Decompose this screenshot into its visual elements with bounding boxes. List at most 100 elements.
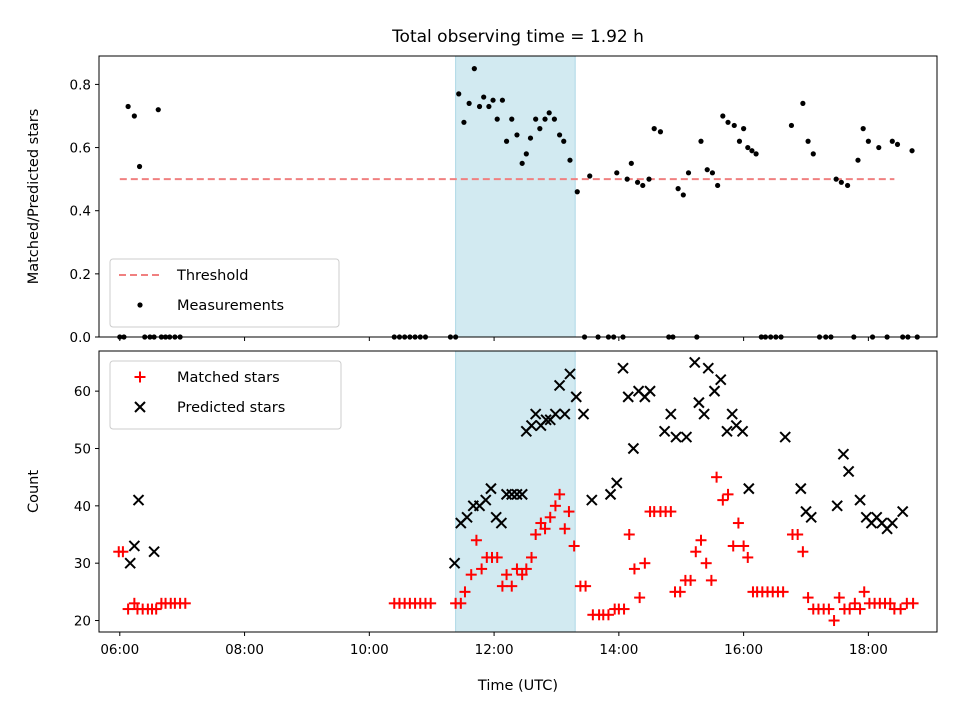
- bottom-panel-counts: 20 30 40 50 60 06:00 08:00 10:00 12:00 14:00 16:0…: [26, 350, 938, 658]
- data-point: [567, 157, 573, 163]
- data-marker: [495, 517, 508, 529]
- data-marker: [496, 580, 508, 592]
- data-marker: [715, 373, 727, 386]
- data-marker: [627, 442, 640, 455]
- data-marker: [179, 597, 191, 609]
- data-marker: [501, 569, 513, 581]
- data-point: [741, 126, 747, 132]
- data-point: [519, 160, 525, 166]
- data-marker: [549, 500, 561, 512]
- x-tick-label: 10:00: [350, 642, 389, 658]
- y-tick-label: 0.0: [70, 330, 91, 346]
- data-marker: [564, 368, 576, 380]
- legend-label: Threshold: [176, 268, 248, 284]
- data-marker: [727, 540, 739, 552]
- data-marker: [128, 597, 140, 609]
- data-marker: [702, 362, 714, 374]
- data-marker: [896, 505, 909, 518]
- data-marker: [833, 592, 845, 604]
- top-panel-y-axis-label: Matched/Predicted stars: [26, 109, 42, 285]
- data-marker: [580, 580, 592, 592]
- x-tick-label: 14:00: [599, 642, 638, 658]
- data-marker: [792, 529, 804, 541]
- legend-label: Predicted stars: [177, 400, 285, 416]
- data-point: [749, 148, 755, 154]
- data-marker: [602, 609, 614, 621]
- data-point: [720, 113, 726, 119]
- data-marker: [465, 569, 477, 581]
- data-point: [788, 122, 795, 129]
- data-marker: [665, 408, 677, 420]
- data-point: [800, 100, 806, 106]
- data-point: [537, 126, 543, 132]
- series-measurements: [117, 66, 920, 340]
- data-marker: [611, 477, 623, 489]
- data-marker: [680, 431, 693, 443]
- y-tick-label: 0.4: [70, 204, 91, 220]
- data-marker: [480, 494, 492, 506]
- data-marker: [795, 482, 807, 495]
- series-matched-stars: [113, 471, 919, 627]
- data-marker: [802, 592, 814, 604]
- bottom-panel-y-axis-label: Count: [26, 470, 42, 513]
- data-marker: [690, 546, 702, 558]
- data-point: [889, 138, 895, 144]
- data-marker: [854, 494, 866, 506]
- data-point: [509, 116, 515, 122]
- data-marker: [665, 506, 677, 518]
- data-marker: [132, 494, 145, 506]
- data-point: [614, 170, 620, 176]
- data-marker: [544, 511, 556, 523]
- data-marker: [540, 414, 552, 426]
- data-point: [136, 163, 143, 170]
- data-marker: [529, 408, 542, 420]
- data-point: [657, 129, 664, 135]
- data-marker: [708, 385, 721, 397]
- bottom-panel-frame: [98, 350, 938, 633]
- data-marker: [689, 356, 701, 369]
- data-marker: [743, 482, 755, 495]
- data-point: [131, 113, 137, 119]
- y-tick-label: 60: [74, 384, 91, 400]
- data-marker: [837, 448, 850, 460]
- legend-marker: [134, 401, 146, 413]
- data-point: [725, 119, 731, 125]
- data-marker: [726, 408, 738, 420]
- data-marker: [623, 529, 635, 541]
- data-point: [855, 157, 861, 163]
- data-marker: [549, 408, 562, 420]
- data-marker: [711, 471, 723, 483]
- legend-label: Matched stars: [177, 370, 280, 386]
- data-marker: [674, 586, 686, 598]
- data-point: [125, 103, 131, 110]
- data-point: [698, 138, 704, 144]
- data-marker: [535, 517, 547, 529]
- data-point: [514, 132, 520, 138]
- data-point: [833, 176, 839, 182]
- x-tick-label: 16:00: [724, 642, 763, 658]
- data-marker: [520, 563, 532, 575]
- data-marker: [511, 488, 523, 501]
- data-marker: [779, 431, 791, 443]
- data-point: [155, 107, 161, 113]
- data-marker: [500, 488, 513, 501]
- y-tick-label: 40: [74, 499, 91, 515]
- data-marker: [553, 379, 566, 392]
- data-marker: [777, 586, 789, 598]
- data-marker: [854, 603, 866, 615]
- top-panel-legend: Threshold Measurements: [109, 258, 340, 328]
- data-marker: [470, 534, 482, 546]
- data-marker: [831, 500, 843, 512]
- x-tick-label: 08:00: [225, 642, 264, 658]
- data-marker: [554, 488, 566, 500]
- data-point: [546, 110, 552, 116]
- data-marker: [717, 494, 729, 506]
- data-marker: [639, 557, 651, 569]
- data-marker: [148, 546, 160, 558]
- data-marker: [828, 615, 840, 627]
- data-marker: [670, 431, 682, 443]
- data-marker: [461, 511, 473, 524]
- series-predicted-stars: [124, 356, 909, 569]
- data-marker: [506, 580, 518, 592]
